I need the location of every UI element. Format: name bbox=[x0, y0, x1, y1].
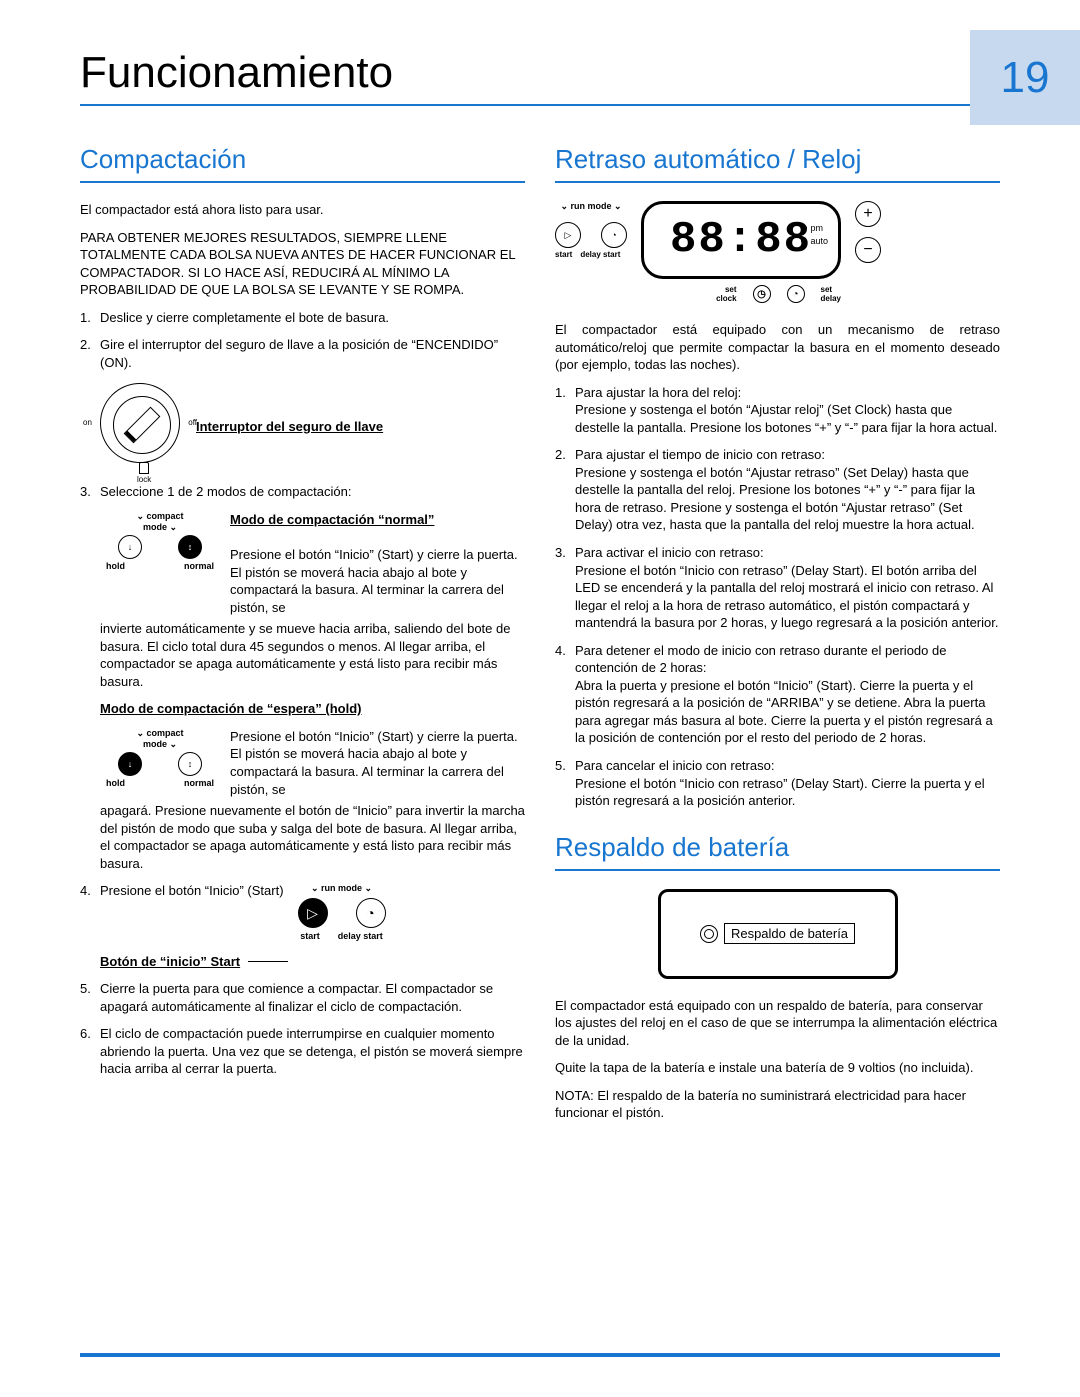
step-2: 2.Gire el interruptor del seguro de llav… bbox=[80, 336, 525, 371]
battery-label: Respaldo de batería bbox=[724, 923, 855, 944]
r-step-3: 3.Para activar el inicio con retraso:Pre… bbox=[555, 544, 1000, 632]
start-button-icon: ▷ bbox=[298, 898, 328, 928]
delay-start-button-icon: ◔ bbox=[356, 898, 386, 928]
key-switch-row: on off lock Interruptor del seguro de ll… bbox=[80, 381, 525, 471]
r-step-4: 4.Para detener el modo de inicio con ret… bbox=[555, 642, 1000, 747]
heading-retraso: Retraso automático / Reloj bbox=[555, 144, 1000, 183]
runmode-icon: ⌄ run mode ⌄ ▷◔ startdelay start bbox=[298, 882, 386, 942]
step-1: 1.Deslice y cierre completamente el bote… bbox=[80, 309, 525, 327]
mode-normal-title: Modo de compactación “normal” bbox=[230, 512, 434, 527]
heading-battery: Respaldo de batería bbox=[555, 832, 1000, 871]
mode-normal-body2: invierte automáticamente y se mueve haci… bbox=[100, 620, 525, 690]
lcd-plusminus: + − bbox=[855, 201, 881, 263]
battery-p1: El compactador está equipado con un resp… bbox=[555, 997, 1000, 1050]
step-4: 4. Presione el botón “Inicio” (Start) ⌄ … bbox=[80, 882, 525, 942]
gear-icon bbox=[700, 925, 718, 943]
battery-p3: NOTA: El respaldo de la batería no sumin… bbox=[555, 1087, 1000, 1122]
lcd-screen: 88:88 pm auto bbox=[641, 201, 841, 279]
mode-hold-body1: Presione el botón “Inicio” (Start) y cie… bbox=[230, 728, 525, 798]
lcd-start-icon: ▷ bbox=[555, 222, 581, 248]
plus-button-icon: + bbox=[855, 201, 881, 227]
steps-left-2: 3.Seleccione 1 de 2 modos de compactació… bbox=[80, 483, 525, 501]
set-clock-icon: ◷ bbox=[753, 285, 771, 303]
page-number: 19 bbox=[1001, 53, 1050, 103]
mode-hold-block: ⌄ compact mode ⌄ holdnormal Presione el … bbox=[100, 728, 525, 798]
mode-normal-block: ⌄ compact mode ⌄ holdnormal Modo de comp… bbox=[100, 511, 525, 616]
step-5: 5.Cierre la puerta para que comience a c… bbox=[80, 980, 525, 1015]
heading-compactacion: Compactación bbox=[80, 144, 525, 183]
steps-right: 1.Para ajustar la hora del reloj:Presion… bbox=[555, 384, 1000, 810]
page-number-box: 19 bbox=[970, 30, 1080, 125]
hold-icon bbox=[118, 535, 142, 559]
page: 19 Funcionamiento Compactación El compac… bbox=[0, 0, 1080, 1397]
lcd-digits: 88:88 bbox=[670, 215, 812, 265]
col-left: Compactación El compactador está ahora l… bbox=[80, 144, 525, 1132]
hold-icon-2 bbox=[118, 752, 142, 776]
start-caption: Botón de “inicio” Start bbox=[100, 953, 240, 971]
mode-hold-title: Modo de compactación de “espera” (hold) bbox=[100, 700, 525, 718]
r-step-2: 2.Para ajustar el tiempo de inicio con r… bbox=[555, 446, 1000, 534]
r-step-5: 5.Para cancelar el inicio con retraso:Pr… bbox=[555, 757, 1000, 810]
steps-left-4: 5.Cierre la puerta para que comience a c… bbox=[80, 980, 525, 1078]
set-delay-icon: ◔ bbox=[787, 285, 805, 303]
mode-normal-body1: Presione el botón “Inicio” (Start) y cie… bbox=[230, 547, 518, 615]
key-switch-caption: Interruptor del seguro de llave bbox=[196, 419, 383, 434]
minus-button-icon: − bbox=[855, 237, 881, 263]
lcd-panel: ⌄ run mode ⌄ ▷◔ startdelay start 88:88 p… bbox=[555, 201, 1000, 303]
intro-text: El compactador está ahora listo para usa… bbox=[80, 201, 525, 219]
compact-mode-hold-icon: ⌄ compact mode ⌄ holdnormal bbox=[100, 728, 220, 788]
steps-left-3: 4. Presione el botón “Inicio” (Start) ⌄ … bbox=[80, 882, 525, 942]
page-title: Funcionamiento bbox=[80, 48, 1000, 98]
compact-mode-normal-icon: ⌄ compact mode ⌄ holdnormal bbox=[100, 511, 220, 571]
normal-icon bbox=[178, 535, 202, 559]
battery-diagram: Respaldo de batería bbox=[658, 889, 898, 979]
step-3: 3.Seleccione 1 de 2 modos de compactació… bbox=[80, 483, 525, 501]
step-6: 6.El ciclo de compactación puede interru… bbox=[80, 1025, 525, 1078]
page-header: Funcionamiento bbox=[80, 48, 1000, 106]
normal-icon-2 bbox=[178, 752, 202, 776]
footer-rule bbox=[80, 1353, 1000, 1357]
battery-p2: Quite la tapa de la batería e instale un… bbox=[555, 1059, 1000, 1077]
columns: Compactación El compactador está ahora l… bbox=[80, 144, 1000, 1132]
steps-left: 1.Deslice y cierre completamente el bote… bbox=[80, 309, 525, 372]
mode-hold-body2: apagará. Presione nuevamente el botón de… bbox=[100, 802, 525, 872]
r-step-1: 1.Para ajustar la hora del reloj:Presion… bbox=[555, 384, 1000, 437]
right-intro: El compactador está equipado con un meca… bbox=[555, 321, 1000, 374]
warning-text: PARA OBTENER MEJORES RESULTADOS, SIEMPRE… bbox=[80, 229, 525, 299]
key-switch-icon: on off lock bbox=[100, 383, 180, 463]
lcd-delay-icon: ◔ bbox=[601, 222, 627, 248]
col-right: Retraso automático / Reloj ⌄ run mode ⌄ … bbox=[555, 144, 1000, 1132]
lcd-left-controls: ⌄ run mode ⌄ ▷◔ startdelay start bbox=[555, 201, 627, 259]
